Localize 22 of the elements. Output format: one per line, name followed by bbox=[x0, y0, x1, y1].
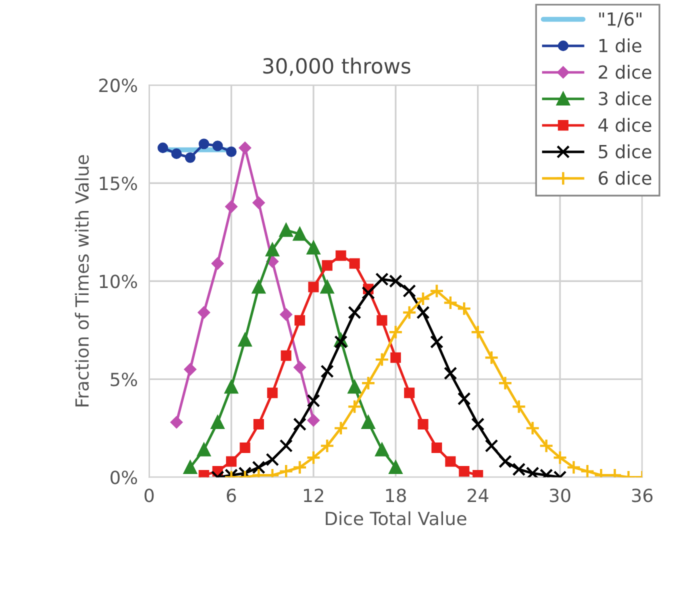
y-axis-title: Fraction of Times with Value bbox=[74, 155, 89, 406]
y-tick-label: 15% bbox=[100, 176, 138, 190]
y-tick-label: 10% bbox=[100, 274, 138, 288]
legend-label: "1/6" bbox=[599, 12, 642, 28]
y-tick-label: 20% bbox=[99, 78, 138, 92]
x-tick-label: 36 bbox=[632, 488, 653, 502]
y-tick-label: 5% bbox=[110, 372, 138, 386]
legend-label: 6 dice bbox=[598, 170, 652, 185]
x-tick-label: 18 bbox=[386, 488, 406, 502]
chart-title: 30,000 throws bbox=[263, 58, 410, 76]
legend-label: 2 dice bbox=[598, 64, 652, 79]
x-tick-label: 6 bbox=[226, 488, 236, 502]
legend-label: 4 dice bbox=[598, 118, 652, 132]
x-tick-label: 30 bbox=[550, 488, 570, 502]
x-tick-label: 0 bbox=[144, 488, 154, 502]
x-tick-label: 12 bbox=[304, 488, 324, 502]
y-tick-label: 0% bbox=[110, 470, 138, 484]
x-axis-title: Dice Total Value bbox=[326, 511, 466, 526]
legend-label: 1 die bbox=[599, 38, 642, 52]
x-tick-label: 24 bbox=[468, 488, 488, 502]
legend-label: 3 dice bbox=[598, 91, 652, 106]
legend-label: 5 dice bbox=[598, 144, 652, 158]
